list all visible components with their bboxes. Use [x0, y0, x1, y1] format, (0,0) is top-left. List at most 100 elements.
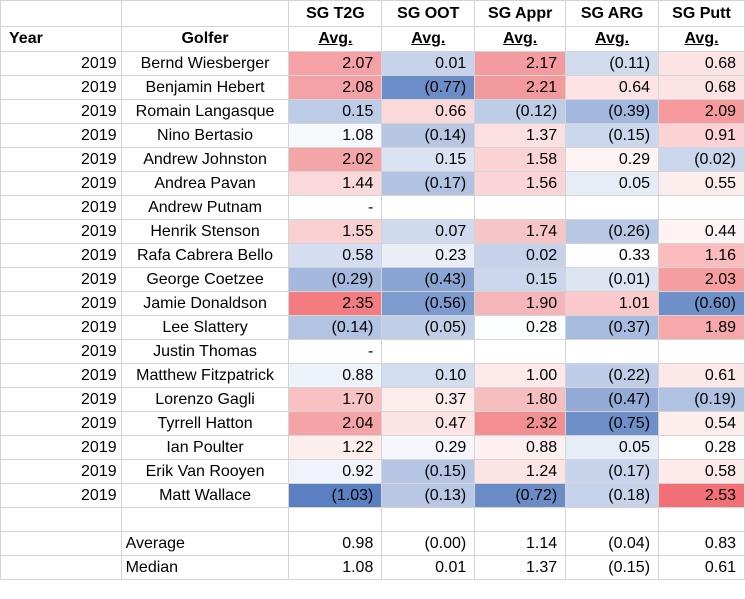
sg-oot-summary-cell[interactable]: (0.00) [381, 531, 476, 556]
golfer-cell[interactable]: Jamie Donaldson [120, 291, 290, 316]
sg-appr-cell[interactable]: 1.74 [474, 219, 567, 244]
year-cell[interactable]: 2019 [0, 75, 122, 100]
year-cell[interactable]: 2019 [0, 459, 122, 484]
golfer-cell[interactable]: George Coetzee [120, 267, 290, 292]
header-sg-oot-avg[interactable]: Avg. [381, 26, 476, 52]
year-cell[interactable]: 2019 [0, 147, 122, 172]
sg-arg-cell[interactable]: (0.11) [565, 51, 660, 76]
sg-putt-summary-cell[interactable]: 0.83 [658, 531, 745, 556]
header-sg-oot[interactable]: SG OOT [381, 0, 476, 27]
sg-appr-cell[interactable]: 1.37 [474, 123, 567, 148]
sg-oot-cell[interactable]: (0.05) [381, 315, 476, 340]
sg-oot-cell[interactable]: 0.01 [381, 51, 476, 76]
year-cell[interactable]: 2019 [0, 171, 122, 196]
golfer-cell[interactable]: Erik Van Rooyen [120, 459, 290, 484]
golfer-cell[interactable]: Benjamin Hebert [120, 75, 290, 100]
golfer-cell[interactable]: Justin Thomas [120, 339, 290, 364]
sg-oot-summary-cell[interactable]: 0.01 [381, 555, 476, 580]
header-sg-arg-avg[interactable]: Avg. [565, 26, 660, 52]
golfer-cell[interactable]: Lee Slattery [120, 315, 290, 340]
empty-cell[interactable] [381, 507, 476, 532]
sg-putt-cell[interactable]: 0.91 [658, 123, 745, 148]
year-cell[interactable]: 2019 [0, 195, 122, 220]
sg-oot-cell[interactable]: (0.17) [381, 171, 476, 196]
sg-appr-cell[interactable]: (0.72) [474, 483, 567, 508]
sg-putt-cell[interactable]: 0.61 [658, 363, 745, 388]
sg-arg-cell[interactable] [565, 339, 660, 364]
sg-oot-cell[interactable]: 0.37 [381, 387, 476, 412]
golfer-cell[interactable]: Nino Bertasio [120, 123, 290, 148]
sg-putt-cell[interactable]: 1.16 [658, 243, 745, 268]
sg-arg-summary-cell[interactable]: (0.15) [565, 555, 660, 580]
sg-appr-cell[interactable]: 1.56 [474, 171, 567, 196]
golfer-cell[interactable]: Romain Langasque [120, 99, 290, 124]
year-cell[interactable]: 2019 [0, 123, 122, 148]
empty-cell[interactable] [658, 507, 745, 532]
sg-arg-cell[interactable] [565, 195, 660, 220]
sg-arg-cell[interactable]: (0.15) [565, 123, 660, 148]
sg-appr-summary-cell[interactable]: 1.14 [474, 531, 567, 556]
header-sg-putt-avg[interactable]: Avg. [658, 26, 745, 52]
sg-arg-cell[interactable]: 0.05 [565, 171, 660, 196]
sg-oot-cell[interactable] [381, 339, 476, 364]
sg-t2g-cell[interactable]: 1.08 [288, 123, 383, 148]
year-cell[interactable]: 2019 [0, 411, 122, 436]
sg-putt-cell[interactable]: (0.02) [658, 147, 745, 172]
sg-t2g-cell[interactable]: 0.92 [288, 459, 383, 484]
sg-appr-cell[interactable]: (0.12) [474, 99, 567, 124]
sg-putt-cell[interactable]: (0.60) [658, 291, 745, 316]
golfer-cell[interactable]: Rafa Cabrera Bello [120, 243, 290, 268]
sg-appr-cell[interactable] [474, 339, 567, 364]
sg-oot-cell[interactable]: 0.10 [381, 363, 476, 388]
sg-t2g-cell[interactable]: 2.07 [288, 51, 383, 76]
golfer-cell[interactable]: Henrik Stenson [120, 219, 290, 244]
golfer-cell[interactable]: Andrew Johnston [120, 147, 290, 172]
sg-appr-cell[interactable]: 0.28 [474, 315, 567, 340]
sg-arg-cell[interactable]: 0.64 [565, 75, 660, 100]
sg-t2g-cell[interactable]: 1.22 [288, 435, 383, 460]
header-golfer[interactable]: Golfer [120, 26, 290, 52]
golfer-cell[interactable]: Tyrrell Hatton [120, 411, 290, 436]
sg-appr-cell[interactable]: 1.90 [474, 291, 567, 316]
empty-cell[interactable] [565, 507, 660, 532]
sg-putt-cell[interactable]: 0.28 [658, 435, 745, 460]
golfer-cell[interactable]: Bernd Wiesberger [120, 51, 290, 76]
header-sg-putt[interactable]: SG Putt [658, 0, 745, 27]
sg-t2g-cell[interactable]: 2.08 [288, 75, 383, 100]
sg-arg-cell[interactable]: 0.33 [565, 243, 660, 268]
year-cell[interactable]: 2019 [0, 387, 122, 412]
sg-oot-cell[interactable]: (0.43) [381, 267, 476, 292]
golfer-cell[interactable]: Andrew Putnam [120, 195, 290, 220]
sg-appr-cell[interactable]: 0.15 [474, 267, 567, 292]
sg-oot-cell[interactable]: 0.23 [381, 243, 476, 268]
sg-t2g-cell[interactable]: 1.70 [288, 387, 383, 412]
sg-appr-cell[interactable]: 1.00 [474, 363, 567, 388]
sg-putt-cell[interactable]: 0.54 [658, 411, 745, 436]
sg-t2g-cell[interactable]: 0.88 [288, 363, 383, 388]
sg-t2g-cell[interactable]: - [288, 339, 383, 364]
sg-putt-cell[interactable] [658, 195, 745, 220]
year-cell[interactable]: 2019 [0, 267, 122, 292]
sg-oot-cell[interactable]: (0.56) [381, 291, 476, 316]
sg-oot-cell[interactable]: (0.15) [381, 459, 476, 484]
sg-arg-cell[interactable]: 0.05 [565, 435, 660, 460]
sg-arg-cell[interactable]: 1.01 [565, 291, 660, 316]
sg-t2g-cell[interactable]: 2.35 [288, 291, 383, 316]
sg-oot-cell[interactable]: (0.77) [381, 75, 476, 100]
sg-putt-cell[interactable]: 0.68 [658, 75, 745, 100]
sg-oot-cell[interactable]: 0.29 [381, 435, 476, 460]
sg-appr-cell[interactable]: 1.80 [474, 387, 567, 412]
sg-t2g-cell[interactable]: 1.55 [288, 219, 383, 244]
sg-appr-cell[interactable]: 1.58 [474, 147, 567, 172]
header-cell-empty[interactable] [120, 0, 290, 27]
sg-appr-cell[interactable]: 2.32 [474, 411, 567, 436]
sg-putt-cell[interactable]: (0.19) [658, 387, 745, 412]
summary-label[interactable]: Average [120, 531, 290, 556]
sg-putt-cell[interactable]: 1.89 [658, 315, 745, 340]
empty-cell[interactable] [0, 555, 122, 580]
golfer-cell[interactable]: Matt Wallace [120, 483, 290, 508]
sg-t2g-cell[interactable]: 1.44 [288, 171, 383, 196]
sg-arg-cell[interactable]: (0.17) [565, 459, 660, 484]
sg-putt-cell[interactable]: 0.68 [658, 51, 745, 76]
sg-arg-cell[interactable]: (0.39) [565, 99, 660, 124]
